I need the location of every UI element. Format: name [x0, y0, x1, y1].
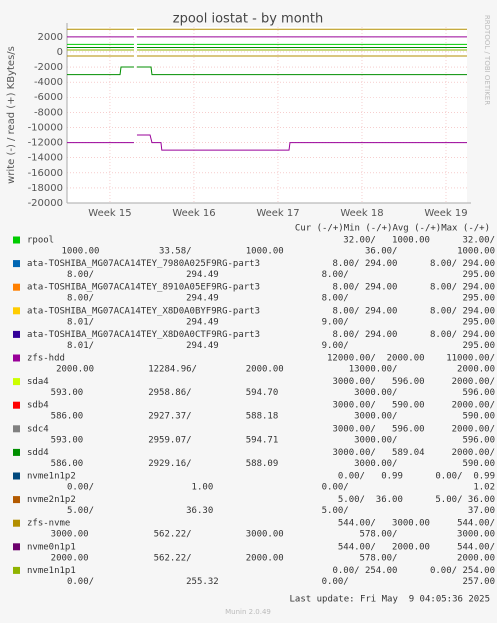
legend-stats: 12000.00/ 2000.00 11000.00/	[327, 354, 495, 364]
x-tick-label: Week 18	[340, 208, 383, 219]
legend-stats: 593.00 2958.86/ 594.70 3000.00/ 596.00	[51, 388, 495, 398]
y-tick-label: -10000	[28, 122, 63, 133]
legend-name: nvme1n1p2	[27, 472, 76, 482]
legend-stats: 8.00/ 294.00 8.00/ 294.00	[332, 330, 495, 340]
legend-stats: 0.00/ 1.00 0.00/ 1.02	[67, 483, 495, 493]
y-tick-label: 0	[57, 47, 63, 58]
legend-swatch	[13, 566, 20, 574]
legend-stats: 3000.00/ 589.04 2000.00/	[332, 448, 495, 458]
legend-swatch	[13, 543, 20, 551]
legend-stats: 586.00 2927.37/ 588.18 3000.00/ 590.00	[51, 412, 495, 422]
legend-swatch	[13, 448, 20, 456]
legend-swatch	[13, 472, 20, 480]
legend-stats: 0.00/ 255.32 0.00/ 257.00	[67, 577, 495, 587]
legend-stats: 8.00/ 294.00 8.00/ 294.00	[332, 259, 495, 269]
legend-swatch	[13, 496, 20, 504]
legend-stats: 2000.00 12284.96/ 2000.00 13000.00/ 2000…	[56, 365, 495, 375]
footer: Munin 2.0.49	[225, 608, 271, 616]
legend-name: nvme1n1p1	[27, 566, 76, 576]
legend-swatch	[13, 425, 20, 433]
legend-swatch	[13, 307, 20, 315]
legend-stats: 5.00/ 36.00 5.00/ 36.00	[338, 495, 495, 505]
y-tick-label: 2000	[38, 32, 63, 43]
legend-name: sdb4	[27, 401, 49, 411]
legend-swatch	[13, 236, 20, 244]
legend-header: Cur (-/+)Min (-/+)Avg (-/+)Max (-/+)	[295, 224, 490, 234]
plot-area	[67, 27, 467, 203]
legend-name: ata-TOSHIBA_MG07ACA14TEY_X8D0A0BYF9RG-pa…	[27, 306, 260, 316]
x-tick-label: Week 17	[256, 208, 299, 219]
y-tick-label: -16000	[28, 168, 63, 179]
y-tick-label: -6000	[34, 92, 63, 103]
legend-name: sda4	[27, 377, 49, 387]
series-line	[136, 66, 467, 76]
legend-stats: 586.00 2929.16/ 588.09 3000.00/ 590.00	[51, 459, 495, 469]
legend-stats: 593.00 2959.07/ 594.71 3000.00/ 596.00	[51, 435, 495, 445]
legend-name: sdd4	[27, 448, 49, 458]
y-tick-label: -20000	[28, 198, 63, 209]
legend-stats: 5.00/ 36.30 5.00/ 37.00	[67, 506, 495, 516]
legend-stats: 544.00/ 3000.00 544.00/	[338, 519, 495, 529]
side-label: RRDTOOL / TOBI OETIKER	[483, 15, 491, 105]
legend-name: sdc4	[27, 424, 49, 434]
legend-stats: 8.00/ 294.00 8.00/ 294.00	[332, 283, 495, 293]
legend-name: ata-TOSHIBA_MG07ACA14TEY_X8D0A0CTF9RG-pa…	[27, 330, 260, 340]
legend-stats: 8.01/ 294.49 9.00/ 295.00	[67, 341, 495, 351]
legend-name: zfs-nvme	[27, 519, 70, 529]
legend-stats: 32.00/ 1000.00 32.00/	[343, 236, 495, 246]
legend-stats: 3000.00/ 596.00 2000.00/	[332, 424, 495, 434]
legend-stats: 8.00/ 294.49 8.00/ 295.00	[67, 270, 495, 280]
legend-stats: 2000.00 562.22/ 2000.00 578.00/ 2000.00	[51, 553, 495, 563]
y-tick-label: -18000	[28, 183, 63, 194]
legend-stats: 544.00/ 2000.00 544.00/	[338, 542, 495, 552]
y-axis-label: write (-) / read (+) KBytes/s	[6, 46, 17, 184]
x-tick-label: Week 19	[424, 208, 467, 219]
y-tick-label: -12000	[28, 138, 63, 149]
legend-name: zfs-hdd	[27, 354, 65, 364]
legend-swatch	[13, 260, 20, 268]
legend-swatch	[13, 330, 20, 338]
series-line	[67, 66, 134, 76]
legend-stats: 0.00/ 0.99 0.00/ 0.99	[338, 472, 495, 482]
legend-name: nvme2n1p2	[27, 495, 76, 505]
legend-name: ata-TOSHIBA_MG07ACA14TEY_8910A05EF9RG-pa…	[27, 283, 260, 293]
y-tick-label: -14000	[28, 153, 63, 164]
last-update: Last update: Fri May 9 04:05:36 2025	[290, 595, 490, 605]
legend-stats: 3000.00/ 590.00 2000.00/	[332, 401, 495, 411]
legend-name: ata-TOSHIBA_MG07ACA14TEY_7980A025F9RG-pa…	[27, 259, 260, 269]
legend-stats: 3000.00 562.22/ 3000.00 578.00/ 3000.00	[51, 530, 495, 540]
legend-name: nvme0n1p1	[27, 542, 76, 552]
legend-stats: 0.00/ 254.00 0.00/ 254.00	[332, 566, 495, 576]
legend-stats: 1000.00 33.58/ 1000.00 36.00/ 1000.00	[62, 247, 495, 257]
legend-swatch	[13, 519, 20, 527]
legend-swatch	[13, 354, 20, 362]
y-tick-label: -4000	[34, 77, 63, 88]
legend-stats: 3000.00/ 596.00 2000.00/	[332, 377, 495, 387]
legend-stats: 8.01/ 294.49 9.00/ 295.00	[67, 317, 495, 327]
series-line	[136, 134, 467, 151]
legend-name: rpool	[27, 236, 54, 246]
y-tick-label: -2000	[34, 62, 63, 73]
x-tick-label: Week 16	[172, 208, 215, 219]
y-tick-label: -8000	[34, 107, 63, 118]
legend-stats: 8.00/ 294.00 8.00/ 294.00	[332, 306, 495, 316]
legend-swatch	[13, 283, 20, 291]
chart-title: zpool iostat - by month	[173, 12, 323, 27]
legend-stats: 8.00/ 294.49 8.00/ 295.00	[67, 294, 495, 304]
x-tick-label: Week 15	[88, 208, 131, 219]
legend-swatch	[13, 401, 20, 409]
legend-swatch	[13, 378, 20, 386]
